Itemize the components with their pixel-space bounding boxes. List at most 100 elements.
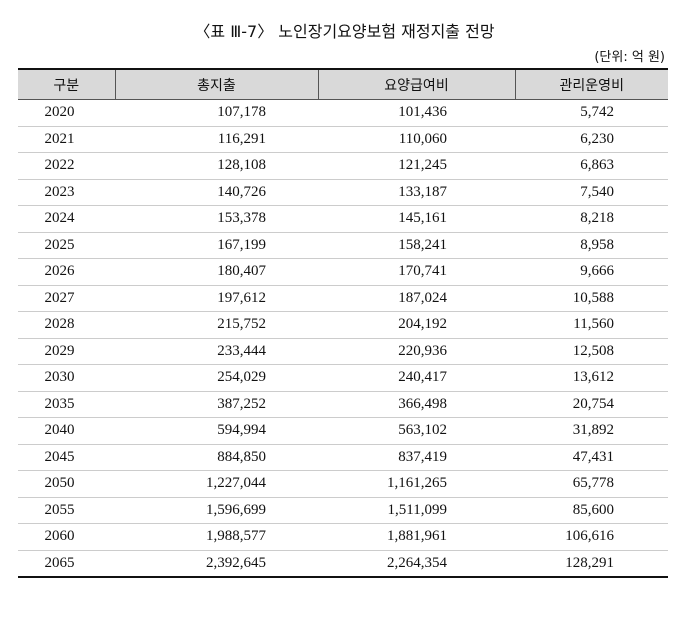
value-cell: 6,863: [515, 152, 668, 180]
value-cell: 2,392,645: [115, 550, 318, 578]
table-row: 2020 107,178 101,436 5,742: [18, 99, 668, 127]
value-cell: 31,892: [515, 417, 668, 445]
value-cell: 13,612: [515, 364, 668, 392]
unit-note: (단위: 억 원): [594, 50, 665, 65]
value-cell: 133,187: [318, 179, 515, 206]
year-cell: 2030: [18, 364, 115, 392]
table-row: 2026 180,407 170,741 9,666: [18, 258, 668, 286]
table-row: 2050 1,227,044 1,161,265 65,778: [18, 470, 668, 498]
value-cell: 8,218: [515, 205, 668, 233]
value-cell: 107,178: [115, 99, 318, 127]
value-cell: 128,291: [515, 550, 668, 578]
table-row: 2024 153,378 145,161 8,218: [18, 205, 668, 233]
value-cell: 180,407: [115, 258, 318, 286]
table-row: 2029 233,444 220,936 12,508: [18, 338, 668, 365]
value-cell: 220,936: [318, 338, 515, 365]
value-cell: 233,444: [115, 338, 318, 365]
year-cell: 2026: [18, 258, 115, 286]
value-cell: 254,029: [115, 364, 318, 392]
value-cell: 11,560: [515, 311, 668, 339]
value-cell: 1,511,099: [318, 497, 515, 524]
value-cell: 116,291: [115, 126, 318, 153]
data-table: 구분 총지출 요양급여비 관리운영비 2020 107,178 101,436 5,742 2…: [18, 68, 668, 578]
year-cell: 2021: [18, 126, 115, 153]
value-cell: 101,436: [318, 99, 515, 127]
value-cell: 187,024: [318, 285, 515, 312]
value-cell: 1,227,044: [115, 470, 318, 498]
table-row: 2028 215,752 204,192 11,560: [18, 311, 668, 339]
value-cell: 1,161,265: [318, 470, 515, 498]
year-cell: 2055: [18, 497, 115, 524]
year-cell: 2020: [18, 99, 115, 127]
table-row: 2027 197,612 187,024 10,588: [18, 285, 668, 312]
value-cell: 47,431: [515, 444, 668, 471]
table-row: 2022 128,108 121,245 6,863: [18, 152, 668, 180]
value-cell: 167,199: [115, 232, 318, 259]
value-cell: 563,102: [318, 417, 515, 445]
table-row: 2030 254,029 240,417 13,612: [18, 364, 668, 392]
value-cell: 387,252: [115, 391, 318, 418]
value-cell: 240,417: [318, 364, 515, 392]
value-cell: 5,742: [515, 99, 668, 127]
year-cell: 2022: [18, 152, 115, 180]
value-cell: 837,419: [318, 444, 515, 471]
value-cell: 1,881,961: [318, 523, 515, 551]
value-cell: 170,741: [318, 258, 515, 286]
table-row: 2065 2,392,645 2,264,354 128,291: [18, 550, 668, 578]
value-cell: 215,752: [115, 311, 318, 339]
value-cell: 1,596,699: [115, 497, 318, 524]
value-cell: 20,754: [515, 391, 668, 418]
year-cell: 2023: [18, 179, 115, 206]
table-row: 2021 116,291 110,060 6,230: [18, 126, 668, 153]
value-cell: 10,588: [515, 285, 668, 312]
year-cell: 2065: [18, 550, 115, 578]
value-cell: 158,241: [318, 232, 515, 259]
value-cell: 85,600: [515, 497, 668, 524]
header-row: 구분 총지출 요양급여비 관리운영비: [18, 68, 668, 100]
year-cell: 2045: [18, 444, 115, 471]
table-row: 2025 167,199 158,241 8,958: [18, 232, 668, 259]
value-cell: 1,988,577: [115, 523, 318, 551]
value-cell: 110,060: [318, 126, 515, 153]
year-cell: 2028: [18, 311, 115, 339]
table-title: 〈표 Ⅲ-7〉 노인장기요양보험 재정지출 전망: [194, 22, 495, 41]
year-cell: 2024: [18, 205, 115, 233]
value-cell: 594,994: [115, 417, 318, 445]
value-cell: 12,508: [515, 338, 668, 365]
value-cell: 128,108: [115, 152, 318, 180]
value-cell: 2,264,354: [318, 550, 515, 578]
table-row: 2045 884,850 837,419 47,431: [18, 444, 668, 471]
value-cell: 153,378: [115, 205, 318, 233]
value-cell: 121,245: [318, 152, 515, 180]
table-row: 2023 140,726 133,187 7,540: [18, 179, 668, 206]
year-cell: 2025: [18, 232, 115, 259]
value-cell: 145,161: [318, 205, 515, 233]
table-row: 2055 1,596,699 1,511,099 85,600: [18, 497, 668, 524]
value-cell: 204,192: [318, 311, 515, 339]
value-cell: 65,778: [515, 470, 668, 498]
year-cell: 2027: [18, 285, 115, 312]
header-cell: 구분: [18, 68, 115, 100]
value-cell: 140,726: [115, 179, 318, 206]
value-cell: 366,498: [318, 391, 515, 418]
value-cell: 106,616: [515, 523, 668, 551]
value-cell: 7,540: [515, 179, 668, 206]
header-cell: 관리운영비: [514, 68, 668, 100]
table-row: 2060 1,988,577 1,881,961 106,616: [18, 523, 668, 551]
table-row: 2035 387,252 366,498 20,754: [18, 391, 668, 418]
year-cell: 2050: [18, 470, 115, 498]
table-body: 2020 107,178 101,436 5,742 2021 116,291 110,06…: [18, 99, 668, 578]
year-cell: 2060: [18, 523, 115, 551]
year-cell: 2035: [18, 391, 115, 418]
value-cell: 8,958: [515, 232, 668, 259]
value-cell: 9,666: [515, 258, 668, 286]
value-cell: 884,850: [115, 444, 318, 471]
value-cell: 6,230: [515, 126, 668, 153]
header-cell: 요양급여비: [317, 68, 515, 100]
header-cell: 총지출: [114, 68, 318, 100]
year-cell: 2029: [18, 338, 115, 365]
value-cell: 197,612: [115, 285, 318, 312]
table-row: 2040 594,994 563,102 31,892: [18, 417, 668, 445]
year-cell: 2040: [18, 417, 115, 445]
